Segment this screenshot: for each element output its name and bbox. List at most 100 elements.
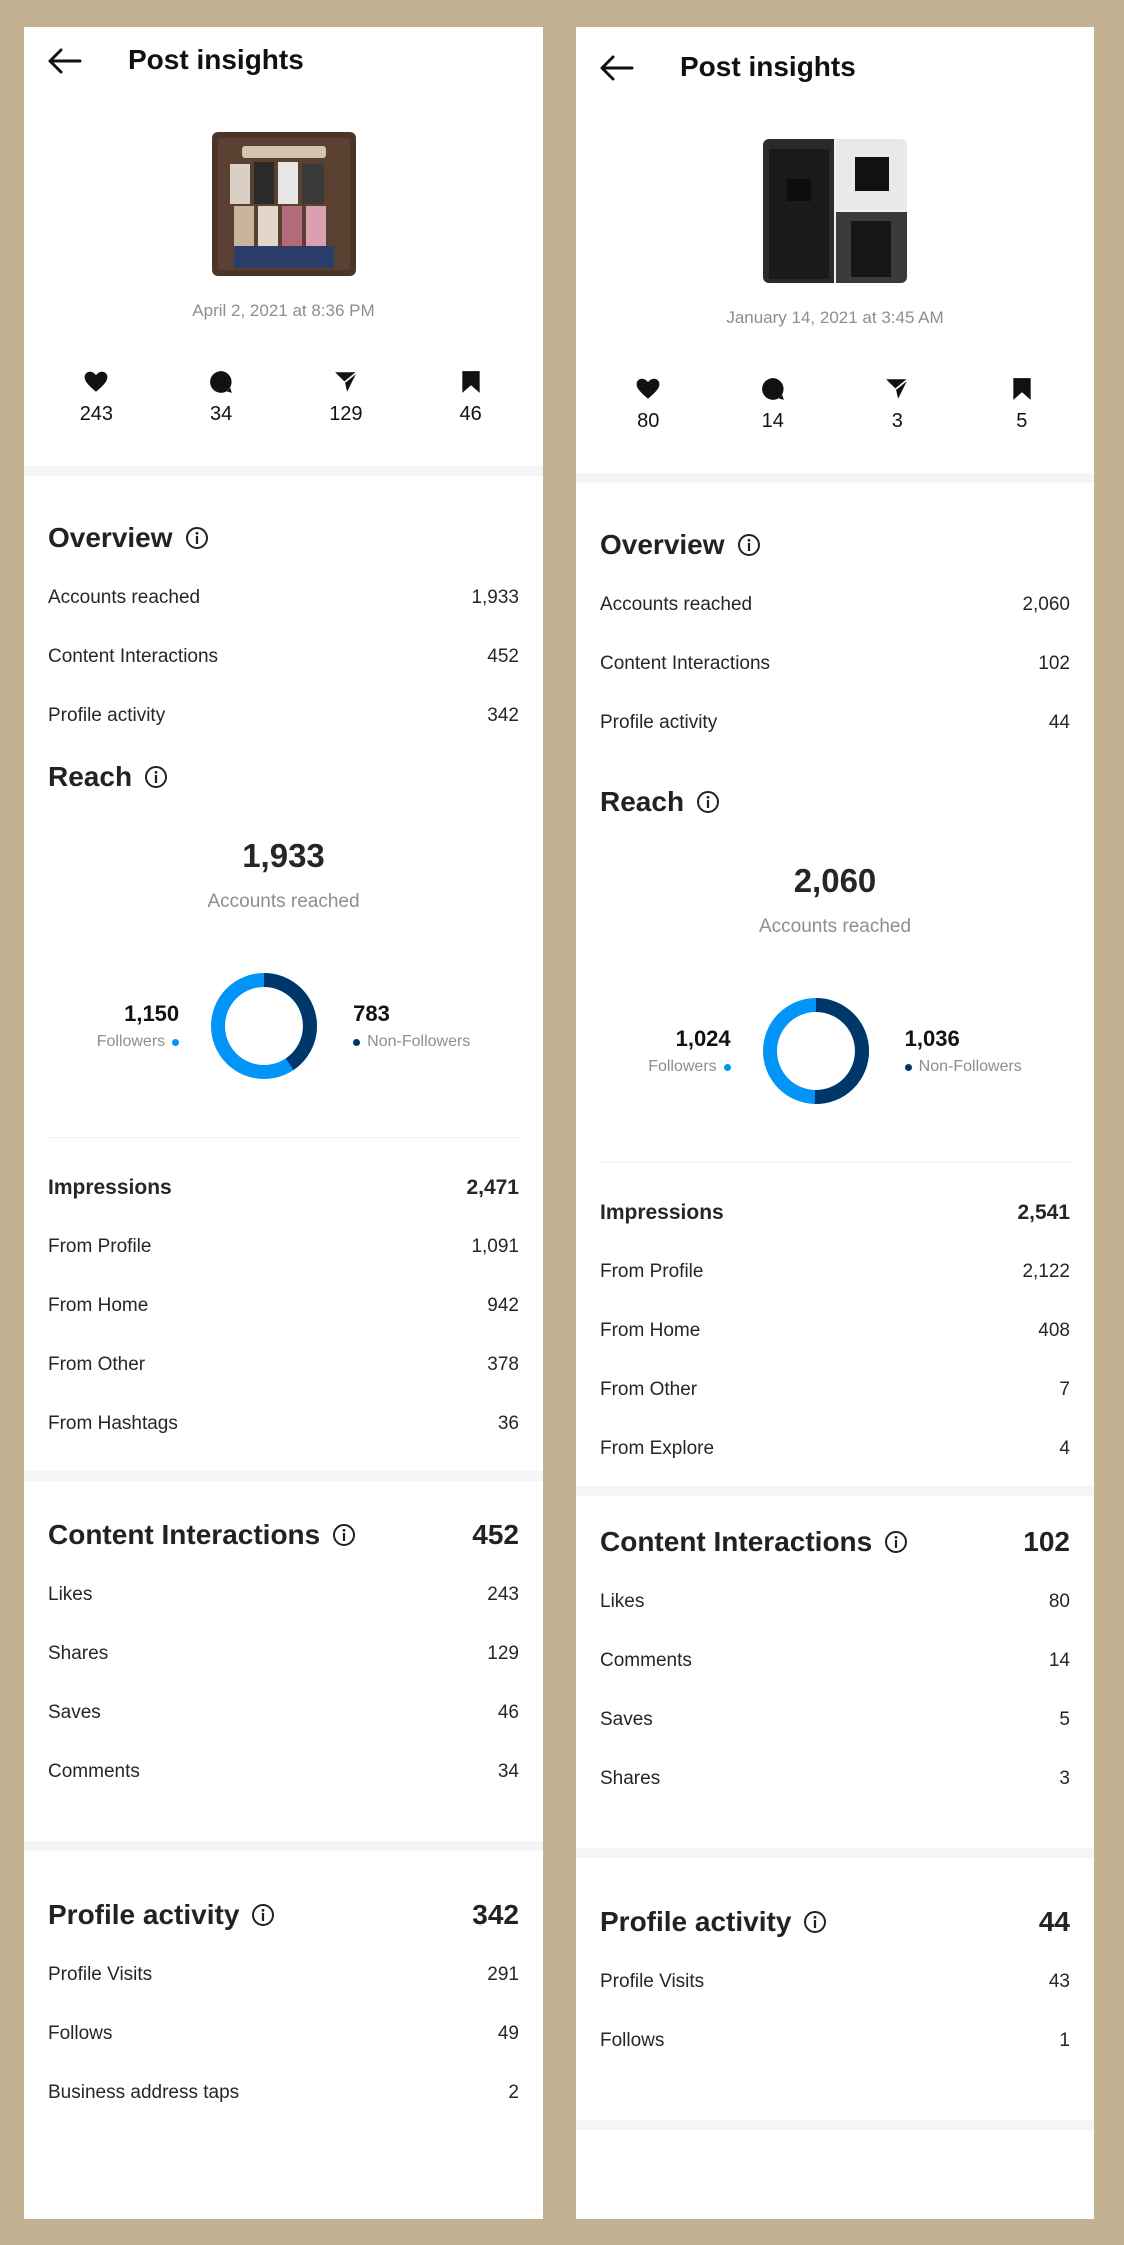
saves-stat: 46 xyxy=(426,369,516,426)
heart-icon xyxy=(636,378,660,399)
impressions-row[interactable]: From Home 942 xyxy=(48,1294,519,1316)
interaction-row[interactable]: Likes 80 xyxy=(600,1590,1070,1612)
profile-row[interactable]: Follows 49 xyxy=(48,2022,519,2044)
shares-count: 3 xyxy=(891,410,903,432)
page-title: Post insights xyxy=(128,44,304,75)
reach-section: Reach 2,060 Accounts reached 1,024 Follo… xyxy=(576,782,1094,1106)
section-total: 342 xyxy=(472,1899,519,1930)
non-followers-legend: 1,036 Non-Followers xyxy=(904,1026,1022,1075)
profile-row[interactable]: Follows 1 xyxy=(600,2029,1070,2051)
impressions-section: Impressions 2,541 From Profile 2,122 From … xyxy=(576,1183,1094,1478)
impressions-row[interactable]: From Profile 1,091 xyxy=(48,1235,519,1257)
paper-plane-icon xyxy=(335,371,358,392)
impressions-row[interactable]: From Other 7 xyxy=(600,1378,1070,1400)
overview-row[interactable]: Accounts reached 1,933 xyxy=(48,586,519,608)
section-title: Overview xyxy=(48,522,173,553)
followers-legend: 1,024 Followers xyxy=(648,1026,731,1075)
non-followers-arc xyxy=(762,998,869,1104)
section-divider xyxy=(24,1471,543,1481)
header: Post insights xyxy=(576,34,1094,104)
section-title: Reach xyxy=(600,786,685,817)
impressions-section: Impressions 2,471 From Profile 1,091 From … xyxy=(24,1158,543,1453)
content-interactions-section: Content Interactions 452 Likes 243 Shares… xyxy=(24,1515,543,1801)
divider xyxy=(600,1162,1070,1163)
overview-section: Overview Accounts reached 2,060 Content I… xyxy=(576,525,1094,752)
post-date: January 14, 2021 at 3:45 AM xyxy=(726,308,944,327)
impressions-row[interactable]: From Profile 2,122 xyxy=(600,1260,1070,1282)
impressions-row[interactable]: From Home 408 xyxy=(600,1319,1070,1341)
header: Post insights xyxy=(24,27,543,97)
post-date: April 2, 2021 at 8:36 PM xyxy=(192,301,375,320)
impressions-row[interactable]: From Explore 4 xyxy=(600,1437,1070,1459)
overview-row[interactable]: Accounts reached 2,060 xyxy=(600,593,1070,615)
section-divider xyxy=(576,1486,1094,1496)
saves-stat: 5 xyxy=(977,376,1067,433)
interaction-row[interactable]: Likes 243 xyxy=(48,1583,519,1605)
overview-section: Overview Accounts reached 1,933 Content I… xyxy=(24,518,543,745)
section-title: Overview xyxy=(600,529,725,560)
info-icon[interactable] xyxy=(144,765,168,789)
insights-panel-right: Post insights January 14, 2021 at 3:45 A… xyxy=(576,27,1094,2219)
section-divider xyxy=(576,473,1094,483)
info-icon[interactable] xyxy=(185,526,209,550)
info-icon[interactable] xyxy=(332,1523,356,1547)
overview-row[interactable]: Profile activity 44 xyxy=(600,711,1070,733)
info-icon[interactable] xyxy=(884,1530,908,1554)
comments-count: 34 xyxy=(210,403,233,425)
likes-count: 80 xyxy=(637,410,660,432)
profile-row[interactable]: Business address taps 2 xyxy=(48,2081,519,2103)
overview-row[interactable]: Content Interactions 102 xyxy=(600,652,1070,674)
interaction-row[interactable]: Shares 3 xyxy=(600,1767,1070,1789)
profile-activity-section: Profile activity 44 Profile Visits 43 Fol… xyxy=(576,1902,1094,2070)
followers-legend: 1,150 Followers xyxy=(96,1001,180,1050)
section-title: Profile activity xyxy=(48,1899,240,1930)
post-thumbnail[interactable] xyxy=(763,139,907,283)
impressions-row[interactable]: From Other 378 xyxy=(48,1353,519,1375)
back-arrow-icon[interactable] xyxy=(46,47,82,75)
overview-row[interactable]: Profile activity 342 xyxy=(48,704,519,726)
impressions-total-row[interactable]: Impressions 2,541 xyxy=(600,1200,1070,1224)
profile-row[interactable]: Profile Visits 43 xyxy=(600,1970,1070,1992)
interaction-row[interactable]: Shares 129 xyxy=(48,1642,519,1664)
back-arrow-icon[interactable] xyxy=(598,54,634,82)
section-divider xyxy=(576,2120,1094,2130)
reach-breakdown: 1,024 Followers 1,036 Non-Followers xyxy=(600,996,1070,1106)
post-thumbnail[interactable] xyxy=(211,132,356,276)
impressions-row[interactable]: From Hashtags 36 xyxy=(48,1412,519,1434)
overview-row[interactable]: Content Interactions 452 xyxy=(48,645,519,667)
section-title: Content Interactions xyxy=(600,1526,873,1557)
comment-bubble-icon xyxy=(761,378,784,400)
info-icon[interactable] xyxy=(803,1910,827,1934)
bookmark-icon xyxy=(1013,378,1031,400)
likes-stat: 80 xyxy=(603,376,693,433)
post-stats: 243 34 129 46 xyxy=(24,369,543,426)
paper-plane-icon xyxy=(886,378,909,399)
impressions-total-row[interactable]: Impressions 2,471 xyxy=(48,1175,519,1199)
post-stats: 80 14 3 5 xyxy=(576,376,1094,433)
non-followers-legend: 783 Non-Followers xyxy=(353,1001,471,1050)
reach-total: 1,933 xyxy=(242,837,325,874)
info-icon[interactable] xyxy=(737,533,761,557)
profile-row[interactable]: Profile Visits 291 xyxy=(48,1963,519,1985)
section-total: 452 xyxy=(472,1519,519,1550)
comments-stat: 14 xyxy=(728,376,818,433)
insights-panel-left: Post insights April 2, 2021 at 8:36 PM xyxy=(24,27,543,2219)
shares-count: 129 xyxy=(329,403,363,425)
comments-stat: 34 xyxy=(176,369,266,426)
heart-icon xyxy=(85,371,108,392)
section-total: 102 xyxy=(1023,1526,1070,1557)
interaction-row[interactable]: Comments 34 xyxy=(48,1760,519,1782)
info-icon[interactable] xyxy=(696,790,720,814)
section-title: Content Interactions xyxy=(48,1519,321,1550)
section-total: 44 xyxy=(1038,1906,1070,1937)
shares-stat: 129 xyxy=(301,369,391,426)
comments-count: 14 xyxy=(761,410,784,432)
interaction-row[interactable]: Saves 46 xyxy=(48,1701,519,1723)
likes-stat: 243 xyxy=(51,369,141,426)
section-title: Profile activity xyxy=(600,1906,792,1937)
reach-donut-chart xyxy=(762,998,869,1104)
non-followers-arc xyxy=(211,973,318,1079)
info-icon[interactable] xyxy=(251,1903,275,1927)
interaction-row[interactable]: Saves 5 xyxy=(600,1708,1070,1730)
interaction-row[interactable]: Comments 14 xyxy=(600,1649,1070,1671)
